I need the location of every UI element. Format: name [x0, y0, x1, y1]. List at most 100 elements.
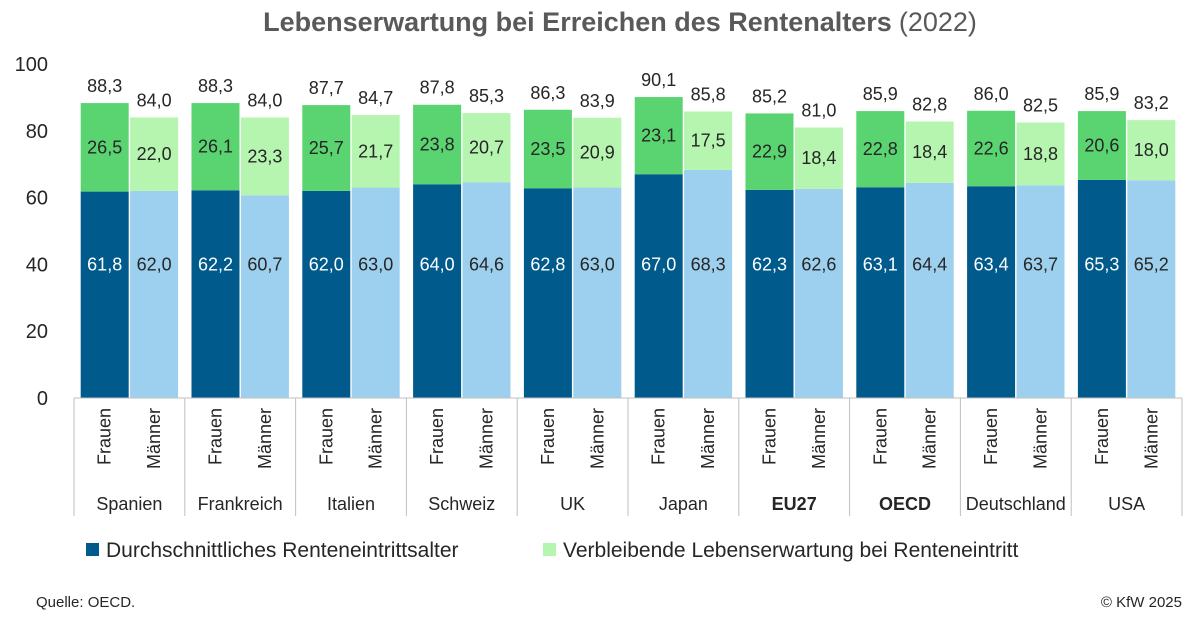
source-note: Quelle: OECD. [36, 594, 135, 611]
x-tick-label-frauen: Frauen [760, 408, 780, 465]
x-tick-label-frauen: Frauen [538, 408, 558, 465]
group-label-schweiz: Schweiz [428, 494, 495, 514]
label-total: 86,3 [530, 83, 565, 103]
label-renteneintrittsalter: 62,8 [530, 254, 565, 274]
bar-renteneintrittsalter-japan-maenner [684, 169, 733, 398]
x-tick-label-maenner: Männer [144, 408, 164, 469]
y-tick-label: 100 [15, 54, 48, 76]
data-labels: 61,8 26,5 88,3 62,0 22,0 84,0 62,2 26,1 88,3 60,7… [87, 70, 1169, 274]
label-total: 85,8 [691, 84, 726, 104]
label-lebenserwartung: 22,9 [752, 142, 787, 162]
bar-renteneintrittsalter-spanien-maenner [130, 190, 179, 398]
bar-lebenserwartung-oecd-frauen [856, 111, 905, 188]
bar-renteneintrittsalter-uk-maenner [573, 187, 622, 398]
group-label-italien: Italien [327, 494, 375, 514]
label-total: 83,9 [580, 91, 615, 111]
label-lebenserwartung: 22,8 [863, 139, 898, 159]
copyright-note: © KfW 2025 [1101, 594, 1182, 611]
label-renteneintrittsalter: 64,4 [912, 254, 947, 274]
x-tick-label-frauen: Frauen [316, 408, 336, 465]
legend-swatch-renteneintrittsalter [86, 543, 99, 556]
label-renteneintrittsalter: 67,0 [641, 254, 676, 274]
bar-renteneintrittsalter-italien-maenner [351, 187, 400, 398]
label-lebenserwartung: 23,1 [641, 126, 676, 146]
label-total: 85,2 [752, 86, 787, 106]
bar-lebenserwartung-usa-maenner [1127, 120, 1176, 181]
group-label-uk: UK [560, 494, 585, 514]
label-renteneintrittsalter: 62,0 [309, 254, 344, 274]
label-total: 84,7 [358, 88, 393, 108]
bar-lebenserwartung-frankreich-maenner [240, 117, 289, 196]
bar-lebenserwartung-eu27-frauen [745, 113, 794, 190]
bar-lebenserwartung-schweiz-maenner [462, 113, 511, 183]
x-tick-label-frauen: Frauen [649, 408, 669, 465]
bars [80, 97, 1176, 398]
bar-renteneintrittsalter-italien-frauen [302, 190, 351, 398]
bar-lebenserwartung-deutschland-frauen [967, 110, 1016, 187]
label-lebenserwartung: 26,1 [198, 137, 233, 157]
label-lebenserwartung: 21,7 [358, 141, 393, 161]
bar-renteneintrittsalter-frankreich-frauen [191, 190, 240, 398]
label-total: 87,8 [420, 78, 455, 98]
bar-lebenserwartung-frankreich-frauen [191, 103, 240, 191]
label-lebenserwartung: 17,5 [691, 131, 726, 151]
label-renteneintrittsalter: 61,8 [87, 254, 122, 274]
bar-lebenserwartung-italien-maenner [351, 115, 400, 188]
bar-lebenserwartung-eu27-maenner [794, 127, 843, 189]
x-tick-label-frauen: Frauen [981, 408, 1001, 465]
legend-label-renteneintrittsalter: Durchschnittliches Renteneintrittsalter [106, 539, 459, 562]
y-tick-label: 80 [26, 121, 48, 143]
label-total: 84,0 [137, 90, 172, 110]
y-tick-label: 0 [37, 388, 48, 410]
x-tick-label-frauen: Frauen [1092, 408, 1112, 465]
group-label-japan: Japan [659, 494, 708, 514]
bar-renteneintrittsalter-frankreich-maenner [240, 195, 289, 398]
bar-renteneintrittsalter-usa-maenner [1127, 180, 1176, 398]
legend-swatch-lebenserwartung [543, 543, 556, 556]
group-label-usa: USA [1108, 494, 1145, 514]
y-tick-label: 40 [26, 254, 48, 276]
bar-lebenserwartung-italien-frauen [302, 105, 351, 191]
bar-lebenserwartung-deutschland-maenner [1016, 122, 1065, 186]
bar-renteneintrittsalter-eu27-maenner [794, 188, 843, 398]
x-tick-label-frauen: Frauen [870, 408, 890, 465]
group-label-eu27: EU27 [772, 494, 817, 514]
x-tick-label-frauen: Frauen [206, 408, 226, 465]
group-label-deutschland: Deutschland [966, 494, 1066, 514]
label-renteneintrittsalter: 65,2 [1134, 254, 1169, 274]
label-total: 87,7 [309, 78, 344, 98]
label-lebenserwartung: 18,8 [1023, 144, 1058, 164]
label-renteneintrittsalter: 64,0 [420, 254, 455, 274]
x-tick-label-maenner: Männer [1141, 408, 1161, 469]
label-lebenserwartung: 25,7 [309, 138, 344, 158]
x-tick-label-maenner: Männer [809, 408, 829, 469]
label-renteneintrittsalter: 64,6 [469, 254, 504, 274]
label-total: 84,0 [247, 90, 282, 110]
label-lebenserwartung: 26,5 [87, 137, 122, 157]
bar-renteneintrittsalter-deutschland-frauen [967, 186, 1016, 398]
label-renteneintrittsalter: 65,3 [1084, 254, 1119, 274]
bar-renteneintrittsalter-spanien-frauen [80, 191, 129, 398]
legend: Durchschnittliches Renteneintrittsalter V… [86, 539, 1018, 562]
label-renteneintrittsalter: 63,4 [974, 254, 1009, 274]
label-renteneintrittsalter: 63,0 [580, 254, 615, 274]
label-renteneintrittsalter: 60,7 [247, 254, 282, 274]
bar-lebenserwartung-usa-frauen [1077, 111, 1126, 180]
bar-renteneintrittsalter-usa-frauen [1077, 179, 1126, 398]
x-tick-label-maenner: Männer [1031, 408, 1051, 469]
label-total: 85,9 [1084, 84, 1119, 104]
chart-title: Lebenserwartung bei Erreichen des Renten… [263, 7, 977, 37]
bar-lebenserwartung-spanien-frauen [80, 103, 129, 192]
group-label-spanien: Spanien [96, 494, 162, 514]
label-lebenserwartung: 20,9 [580, 143, 615, 163]
x-tick-label-maenner: Männer [698, 408, 718, 469]
label-renteneintrittsalter: 63,0 [358, 254, 393, 274]
label-lebenserwartung: 23,8 [420, 134, 455, 154]
label-lebenserwartung: 22,6 [974, 139, 1009, 159]
x-tick-label-frauen: Frauen [95, 408, 115, 465]
bar-lebenserwartung-uk-frauen [523, 109, 572, 189]
label-lebenserwartung: 20,6 [1084, 135, 1119, 155]
label-lebenserwartung: 23,5 [530, 139, 565, 159]
y-tick-label: 60 [26, 188, 48, 210]
